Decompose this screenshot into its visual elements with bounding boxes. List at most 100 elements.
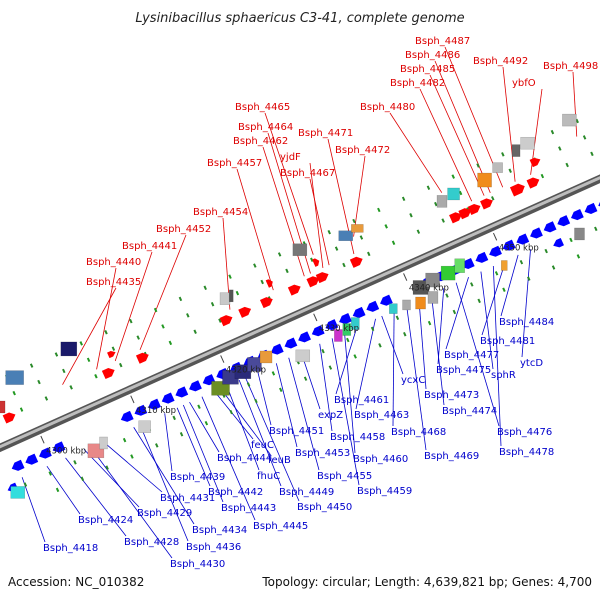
reverse-gene-arrow xyxy=(298,331,311,343)
reverse-gene-label: ytcD xyxy=(520,358,543,369)
track-marker xyxy=(409,213,413,218)
track-marker xyxy=(303,376,308,381)
forward-gene-label: Bsph_4467 xyxy=(280,168,335,179)
reverse-gene-label: Bsph_4484 xyxy=(499,317,554,328)
track-marker xyxy=(271,371,276,376)
track-marker xyxy=(353,354,357,359)
track-marker xyxy=(253,263,257,268)
track-marker xyxy=(328,365,333,370)
track-marker xyxy=(540,173,545,179)
track-marker xyxy=(565,162,569,168)
reverse-leader-line xyxy=(176,407,211,487)
reverse-gene-label: feuB xyxy=(268,455,291,466)
reverse-leader-line xyxy=(335,327,358,395)
track-marker xyxy=(204,420,209,426)
reverse-gene-label: Bsph_4450 xyxy=(297,502,352,513)
reverse-gene-label: Bsph_4429 xyxy=(137,508,192,519)
reverse-leader-line xyxy=(500,254,519,317)
reverse-leader-line xyxy=(406,304,427,451)
forward-gene-label: Bsph_4435 xyxy=(86,277,141,288)
track-marker xyxy=(80,476,85,482)
forward-leader-line xyxy=(353,155,366,237)
feature-block xyxy=(219,292,231,305)
scale-tick xyxy=(492,232,498,241)
reverse-gene-arrow xyxy=(39,447,52,459)
reverse-leader-line xyxy=(164,413,173,472)
reverse-leader-line xyxy=(355,318,376,410)
feature-block xyxy=(389,303,398,314)
track-marker xyxy=(130,454,134,459)
reverse-gene-arrow xyxy=(475,251,489,263)
reverse-gene-label: Bsph_4481 xyxy=(480,336,535,347)
forward-gene-arrow xyxy=(467,203,481,216)
track-marker xyxy=(519,259,524,265)
scale-tick-label: 4350 kbp xyxy=(499,243,539,253)
map-title: Lysinibacillus sphaericus C3-41, complet… xyxy=(135,11,464,26)
track-marker xyxy=(111,346,116,351)
feature-block xyxy=(334,329,343,342)
track-marker xyxy=(445,293,449,298)
forward-gene-label: Bsph_4454 xyxy=(193,207,248,218)
track-marker xyxy=(54,352,59,357)
feature-tracks xyxy=(0,113,600,499)
track-marker xyxy=(254,398,258,404)
reverse-gene-label: fhuC xyxy=(257,471,280,482)
track-marker xyxy=(401,196,406,202)
track-marker xyxy=(153,307,158,313)
track-marker xyxy=(19,407,24,412)
forward-gene-arrow xyxy=(107,350,116,359)
reverse-leader-line xyxy=(331,338,360,486)
track-marker xyxy=(434,201,438,207)
reverse-leader-line xyxy=(275,363,298,448)
reverse-gene-label: sphR xyxy=(491,370,516,381)
forward-leader-line xyxy=(419,88,473,202)
forward-leader-line xyxy=(389,112,443,193)
reverse-gene-label: Bsph_4474 xyxy=(442,406,497,417)
reverse-leader-line xyxy=(418,299,427,390)
reverse-gene-label: Bsph_4455 xyxy=(317,471,372,482)
forward-gene-arrow xyxy=(287,284,301,296)
feature-block xyxy=(292,243,308,256)
feature-block xyxy=(228,289,234,303)
forward-gene-arrow xyxy=(219,315,233,327)
track-marker xyxy=(590,151,594,157)
scale-tick xyxy=(130,395,135,404)
reverse-leader-line xyxy=(189,402,220,453)
track-marker xyxy=(327,229,331,235)
reverse-leader-line xyxy=(238,379,282,487)
track-marker xyxy=(73,460,77,465)
track-marker xyxy=(246,382,251,387)
reverse-gene-arrow xyxy=(380,294,393,306)
track-marker xyxy=(193,329,197,334)
track-marker xyxy=(79,341,83,346)
reverse-gene-arrow xyxy=(557,215,571,227)
track-marker xyxy=(197,404,201,409)
forward-leader-line xyxy=(309,162,324,268)
track-marker xyxy=(235,290,240,296)
forward-gene-arrow xyxy=(526,177,540,189)
reverse-gene-label: Bsph_4476 xyxy=(497,427,552,438)
reverse-gene-label: expZ xyxy=(318,410,343,421)
track-marker xyxy=(582,135,587,140)
forward-gene-label: Bsph_4498 xyxy=(543,61,598,72)
reverse-leader-line xyxy=(214,390,254,440)
reverse-gene-arrow xyxy=(148,398,161,410)
track-marker xyxy=(527,276,531,281)
forward-gene-label: ybfO xyxy=(512,78,536,89)
track-marker xyxy=(48,471,52,476)
feature-block xyxy=(412,280,430,295)
reverse-gene-label: Bsph_4460 xyxy=(353,454,408,465)
reverse-gene-label: Bsph_4475 xyxy=(436,365,491,376)
forward-gene-label: Bsph_4485 xyxy=(400,64,455,75)
reverse-leader-line xyxy=(455,282,500,427)
forward-gene-arrow xyxy=(480,198,493,210)
track-marker xyxy=(550,129,555,135)
reverse-leader-line xyxy=(481,260,507,336)
feature-block xyxy=(60,341,78,357)
track-marker xyxy=(44,396,49,401)
forward-gene-arrow xyxy=(509,183,525,197)
track-marker xyxy=(502,287,506,292)
feature-block xyxy=(138,420,151,433)
feature-block xyxy=(427,291,439,304)
track-marker xyxy=(494,271,499,276)
